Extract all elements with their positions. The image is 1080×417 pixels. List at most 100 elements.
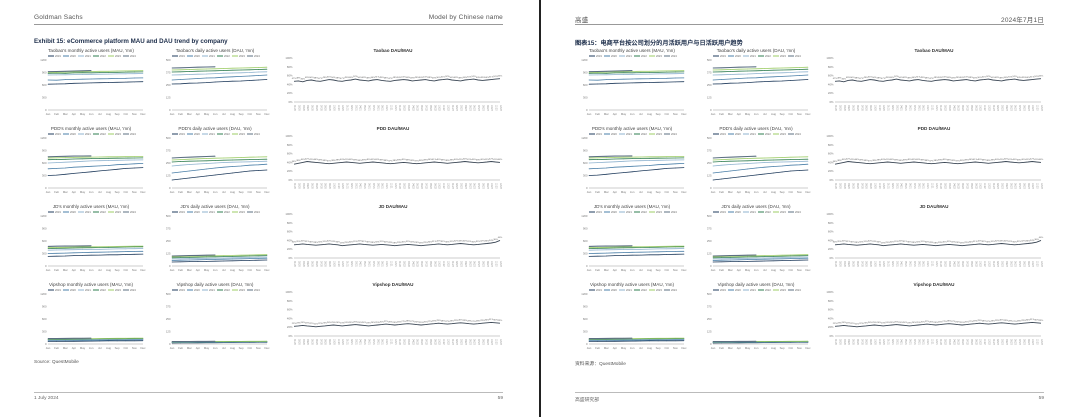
data-point xyxy=(188,82,190,84)
data-point xyxy=(73,166,75,168)
data-point xyxy=(605,161,607,163)
x-tick-label: 10/22 xyxy=(438,261,440,267)
data-point xyxy=(56,245,57,247)
x-tick-label: 09/20 xyxy=(869,339,871,345)
x-tick-label: Feb xyxy=(178,346,183,350)
data-point xyxy=(266,156,268,158)
data-point xyxy=(588,74,590,76)
data-point xyxy=(180,79,181,80)
data-label: 30% xyxy=(890,242,894,244)
x-tick-label: 05/20 xyxy=(311,261,313,267)
x-tick-label: 02/23 xyxy=(455,105,457,111)
legend-label: 2022 xyxy=(100,210,106,214)
data-label: 42% xyxy=(1004,158,1008,160)
data-point xyxy=(614,72,616,74)
x-tick-label: 01/21 xyxy=(346,105,348,111)
x-tick-label: Aug xyxy=(230,268,235,272)
data-label: 47% xyxy=(833,78,837,80)
data-label: 26% xyxy=(938,321,942,323)
x-tick-label: 10/21 xyxy=(926,183,928,189)
data-label: 52% xyxy=(894,76,898,78)
data-point xyxy=(116,78,118,79)
data-point xyxy=(90,82,92,84)
legend-label: 2021 xyxy=(750,54,756,58)
x-tick-label: Aug xyxy=(647,112,652,116)
data-point xyxy=(188,71,190,72)
x-tick-label: 07/22 xyxy=(965,339,967,345)
data-point xyxy=(605,255,607,257)
data-point xyxy=(729,256,731,257)
x-tick-label: Nov xyxy=(256,346,262,350)
x-tick-label: 04/20 xyxy=(306,105,308,111)
series-line-2021 xyxy=(171,256,268,260)
data-point xyxy=(188,170,190,172)
x-tick-label: Aug xyxy=(771,268,776,272)
data-point xyxy=(597,83,598,85)
data-point xyxy=(108,246,109,247)
data-point xyxy=(614,337,616,339)
x-tick-label: 12/20 xyxy=(882,339,884,345)
data-label: 41% xyxy=(432,159,436,161)
data-label: 31% xyxy=(296,241,300,243)
data-label: 31% xyxy=(432,241,436,243)
y-tick-label: 40% xyxy=(828,316,834,320)
data-point xyxy=(116,246,118,248)
x-tick-label: 08/21 xyxy=(917,105,919,111)
x-tick-label: Mar xyxy=(187,268,192,272)
x-tick-label: 10/23 xyxy=(1031,339,1033,345)
x-tick-label: 11/21 xyxy=(389,105,391,111)
x-tick-label: Feb xyxy=(178,268,183,272)
data-point xyxy=(683,73,685,74)
x-tick-label: Apr xyxy=(737,268,741,272)
x-tick-label: 11/21 xyxy=(389,339,391,345)
y-tick-label: 0 xyxy=(586,186,588,190)
x-tick-label: Sep xyxy=(656,190,661,194)
x-tick-label: 11/22 xyxy=(442,183,444,189)
data-label: 48% xyxy=(951,78,955,80)
data-point xyxy=(649,78,650,80)
data-point xyxy=(64,71,66,73)
y-tick-label: 20% xyxy=(828,169,834,173)
data-label: 32% xyxy=(358,241,362,243)
y-tick-label: 375 xyxy=(707,305,712,309)
data-label: 40% xyxy=(1039,159,1043,161)
data-point xyxy=(773,256,774,257)
data-point xyxy=(90,156,92,158)
x-tick-label: 06/20 xyxy=(856,339,858,345)
data-point xyxy=(116,159,118,161)
data-point xyxy=(99,156,101,158)
data-point xyxy=(56,72,57,74)
legend-label: 2020 xyxy=(194,210,200,214)
data-label: 40% xyxy=(916,159,920,161)
ratio-chart-title: PDD DAU/MAU xyxy=(917,126,951,131)
x-tick-label: 01/21 xyxy=(887,105,889,111)
data-point xyxy=(666,168,668,169)
data-point xyxy=(82,72,83,74)
x-tick-label: 07/22 xyxy=(965,261,967,267)
x-tick-label: May xyxy=(745,112,751,116)
series-line-2020 xyxy=(588,77,685,81)
x-tick-label: 12/21 xyxy=(394,261,396,267)
data-label: 36% xyxy=(292,161,296,163)
x-tick-label: 03/20 xyxy=(843,261,845,267)
data-label: 50% xyxy=(977,77,981,79)
x-tick-label: 11/21 xyxy=(930,339,932,345)
data-point xyxy=(125,71,127,73)
data-point xyxy=(721,74,722,76)
data-label: 29% xyxy=(480,320,484,322)
data-point xyxy=(588,341,590,342)
vipshop-dau-chart: 2019 2020 2021 2022 2023 20240125250375500Jan… xyxy=(166,288,270,350)
data-point xyxy=(649,339,650,341)
data-point xyxy=(64,246,66,248)
x-tick-label: 03/20 xyxy=(302,339,304,345)
ratio-line xyxy=(293,78,501,83)
data-point xyxy=(729,164,731,165)
data-point xyxy=(773,172,774,174)
series-line-2022 xyxy=(712,255,809,259)
data-point xyxy=(258,170,259,171)
data-label: 31% xyxy=(982,241,986,243)
data-point xyxy=(631,245,633,247)
data-point xyxy=(240,171,242,173)
data-point xyxy=(623,160,624,162)
data-point xyxy=(90,251,92,253)
